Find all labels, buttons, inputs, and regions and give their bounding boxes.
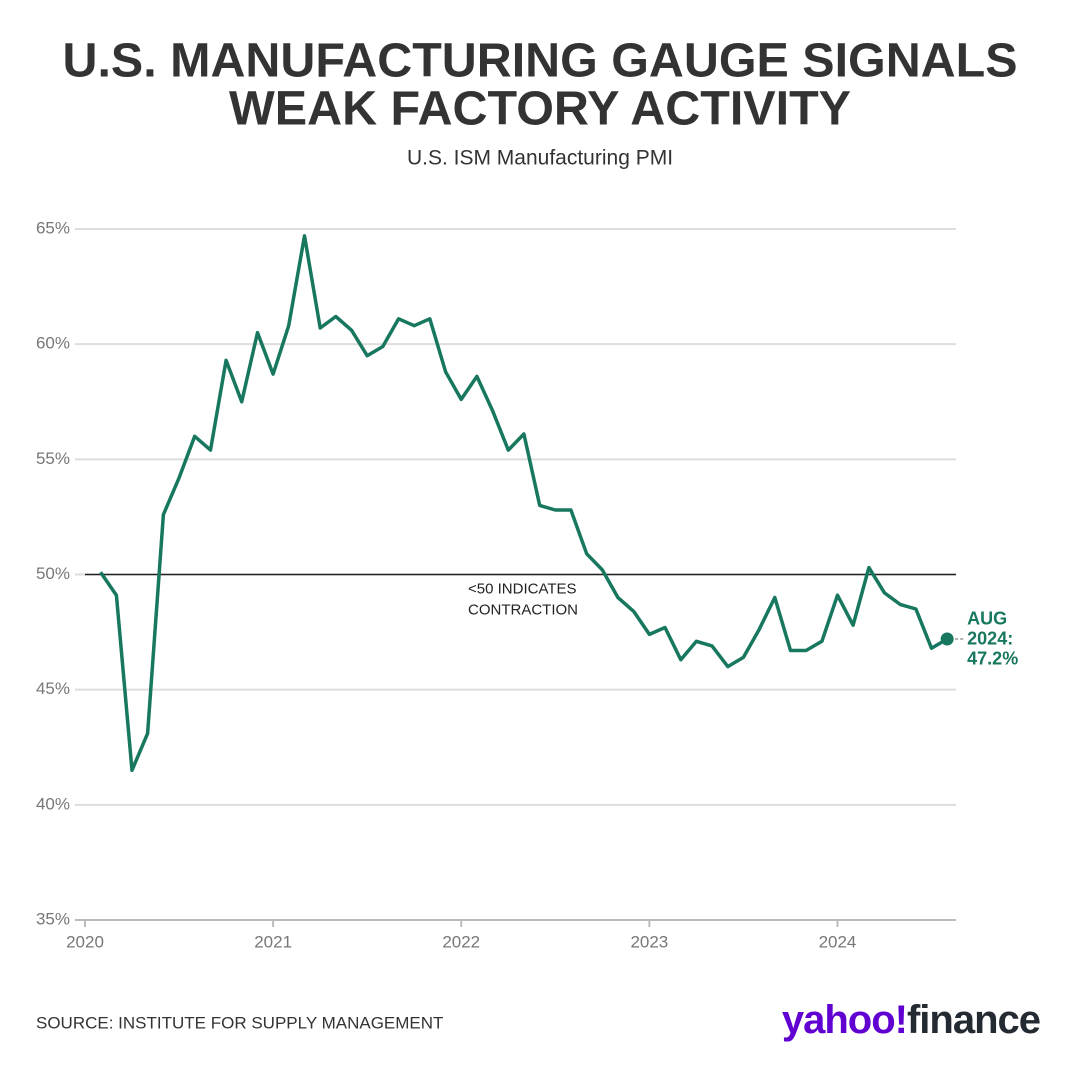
reference-label: CONTRACTION: [468, 601, 578, 618]
y-tick-label: 60%: [36, 334, 70, 353]
chart-title: WEAK FACTORY ACTIVITY: [229, 83, 851, 136]
y-tick-label: 50%: [36, 564, 70, 583]
y-tick-label: 35%: [36, 909, 70, 928]
x-tick-label: 2023: [630, 932, 668, 951]
brand-logo: yahoo!finance: [782, 998, 1040, 1042]
y-tick-label: 45%: [36, 679, 70, 698]
end-label: 2024:: [967, 629, 1013, 649]
brand-finance: finance: [907, 998, 1040, 1042]
x-tick-label: 2024: [819, 932, 857, 951]
end-point: [940, 632, 954, 646]
brand-yahoo: yahoo!: [782, 998, 907, 1042]
end-label: AUG: [967, 609, 1007, 629]
x-tick-label: 2020: [66, 932, 104, 951]
y-tick-label: 65%: [36, 218, 70, 237]
x-tick-label: 2022: [442, 932, 480, 951]
reference-label: <50 INDICATES: [468, 580, 577, 597]
source: SOURCE: INSTITUTE FOR SUPPLY MANAGEMENT: [36, 1013, 443, 1032]
chart-subtitle: U.S. ISM Manufacturing PMI: [407, 147, 673, 170]
end-label: 47.2%: [967, 649, 1018, 669]
chart-title: U.S. MANUFACTURING GAUGE SIGNALS: [63, 35, 1018, 88]
y-tick-label: 55%: [36, 449, 70, 468]
y-tick-label: 40%: [36, 794, 70, 813]
data-line: [99, 234, 949, 773]
x-tick-label: 2021: [254, 932, 292, 951]
